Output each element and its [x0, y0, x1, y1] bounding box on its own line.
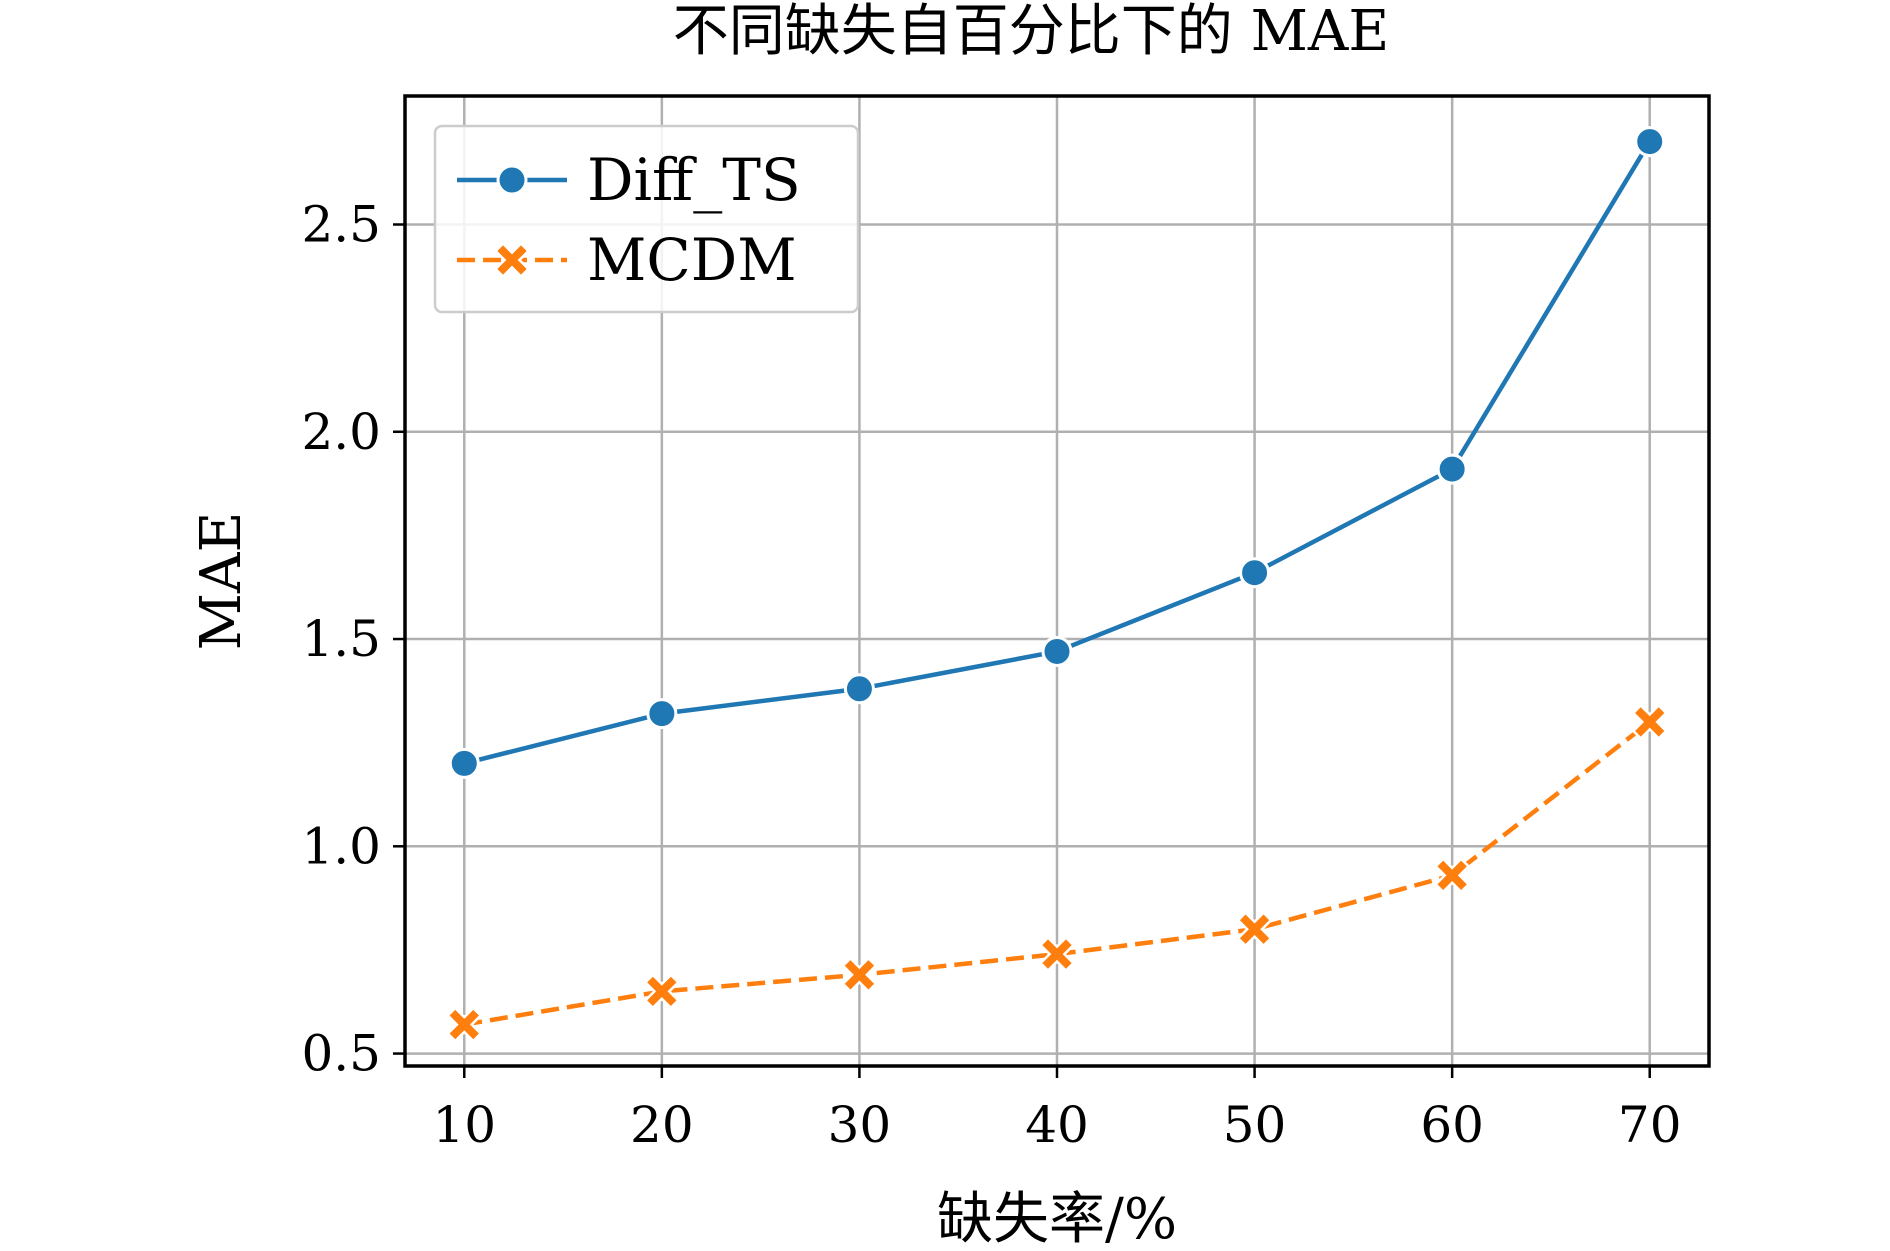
x-tick-label: 20 — [630, 1096, 694, 1154]
data-point — [841, 956, 878, 993]
x-tick-label: 60 — [1420, 1096, 1484, 1154]
data-point — [446, 1006, 483, 1043]
x-tick-label: 10 — [432, 1096, 496, 1154]
x-tick-label: 30 — [828, 1096, 892, 1154]
y-tick-label: 2.0 — [301, 403, 381, 461]
y-axis-label: MAE — [189, 512, 254, 651]
data-point — [1041, 635, 1073, 667]
y-tick-label: 2.5 — [301, 196, 381, 254]
data-point — [643, 973, 681, 1010]
legend: Diff_TS MCDM — [433, 124, 860, 314]
legend-box — [433, 124, 860, 314]
legend-entry: MCDM — [457, 226, 797, 294]
data-point — [1038, 935, 1076, 973]
x-tick-label: 40 — [1025, 1096, 1089, 1154]
data-point — [1436, 453, 1468, 485]
data-point — [646, 698, 678, 730]
x-axis-label: 缺失率/% — [937, 1187, 1177, 1251]
legend-label: MCDM — [587, 226, 797, 294]
axis-ticks: 10 20 30 40 50 60 70 0.5 1.0 1.5 2.0 2.5 — [301, 196, 1681, 1154]
legend-label: Diff_TS — [587, 146, 801, 214]
data-point — [843, 673, 875, 705]
data-point — [1631, 703, 1668, 741]
chart-title: 不同缺失自百分比下的 MAE — [673, 0, 1389, 64]
y-tick-label: 1.5 — [301, 610, 381, 668]
legend-marker — [493, 241, 531, 279]
x-tick-label: 70 — [1618, 1096, 1682, 1154]
data-point — [448, 747, 480, 779]
y-tick-label: 0.5 — [301, 1025, 381, 1083]
data-point — [1433, 857, 1471, 894]
data-point — [1239, 557, 1271, 589]
data-point — [1634, 126, 1666, 158]
data-point — [1236, 911, 1273, 948]
y-tick-label: 1.0 — [301, 817, 381, 875]
series-layer — [446, 126, 1668, 1043]
legend-entry: Diff_TS — [457, 146, 801, 214]
legend-marker — [496, 164, 528, 196]
series-1 — [446, 703, 1668, 1043]
x-tick-label: 50 — [1223, 1096, 1287, 1154]
series-0 — [448, 126, 1666, 779]
